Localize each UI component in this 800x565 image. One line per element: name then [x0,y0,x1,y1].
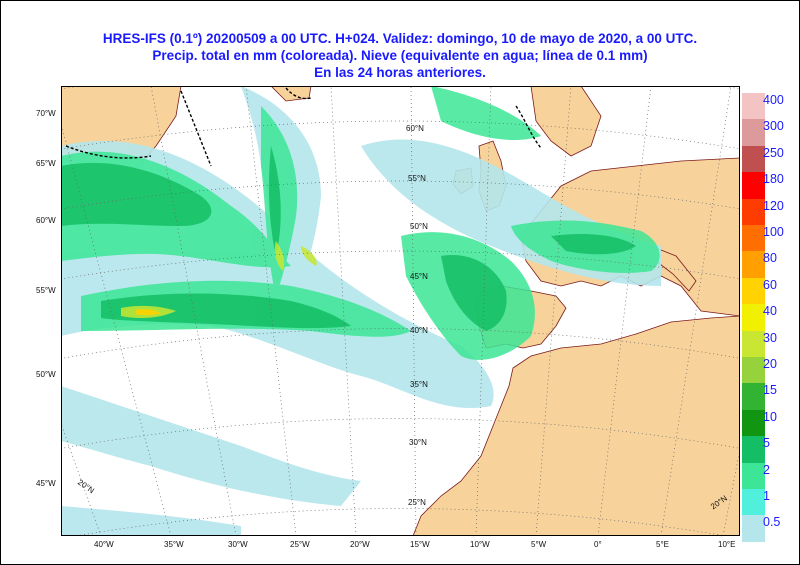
left-label-2: 60°W [36,216,56,225]
left-label-3: 55°W [36,286,56,295]
inner-label-3: 45°N [410,272,428,281]
bottom-label-9: 5°E [656,540,669,549]
title-line-1: HRES-IFS (0.1º) 20200509 a 00 UTC. H+024… [102,31,698,46]
legend-level-label: 300 [763,119,784,134]
legend-level-label: 400 [763,93,784,107]
bottom-label-2: 30°W [228,540,248,549]
legend-level-label: 80 [763,251,777,266]
legend-level-label: 10 [763,409,777,424]
bottom-label-5: 15°W [410,540,430,549]
bottom-label-7: 5°W [531,540,547,549]
legend-swatch [742,93,765,120]
legend-swatch [742,277,765,305]
legend-level-label: 5 [763,436,770,451]
bottom-label-6: 10°W [470,540,490,549]
legend-level-label: 180 [763,172,784,187]
legend-level-label: 1 [763,489,770,503]
precip-heavy [61,146,636,331]
legend-level-label: 30 [763,330,777,345]
legend-swatch [742,304,765,332]
precip-peak [136,309,161,316]
bottom-label-4: 20°W [350,540,370,549]
land-africa [412,315,740,536]
legend-level-label: 20 [763,357,777,371]
inner-label-4: 40°N [410,326,428,335]
legend-swatch [742,515,765,543]
legend-level-label: 100 [763,225,784,239]
legend-swatch [742,357,765,384]
inner-label-2: 50°N [410,222,428,231]
legend-swatch [742,225,765,252]
title-line-3: En las 24 horas anteriores. [314,65,486,80]
left-label-5: 45°W [36,479,56,488]
map-border [61,86,740,536]
legend-level-label: 0.5 [763,515,781,530]
precipitation-map [61,86,740,536]
legend-level-label: 2 [763,462,770,477]
legend-swatch [742,251,765,279]
legend-swatch [742,383,765,411]
legend-swatch [742,489,765,516]
legend-swatch [742,198,765,226]
inner-label-6: 30°N [409,438,427,447]
graticule [61,86,740,536]
inner-label-5: 35°N [410,380,428,389]
legend-level-label: 250 [763,145,784,160]
bottom-label-1: 35°W [164,540,184,549]
legend-level-label: 40 [763,304,777,319]
legend-level-label: 60 [763,277,777,292]
land-areas [61,86,740,536]
legend-level-label: 120 [763,198,784,213]
snow-lines [65,87,542,167]
inner-label-0: 60°N [406,124,424,133]
left-label-0: 70°W [36,109,56,118]
land-scandinavia [530,86,602,157]
legend-swatch [742,145,765,173]
precip-intense [121,241,317,319]
legend-swatch [742,330,765,358]
left-label-1: 65°W [36,159,56,168]
legend-swatch [742,409,765,437]
inner-label-7: 25°N [408,498,426,507]
inner-label-1: 55°N [408,174,426,183]
bottom-label-8: 0° [594,540,602,549]
legend-level-label: 15 [763,383,777,398]
bottom-label-10: 10°E [718,540,736,549]
title-line-2: Precip. total en mm (coloreada). Nieve (… [152,48,648,63]
legend-swatch [742,436,765,464]
legend-swatch [742,172,765,200]
bottom-label-3: 25°W [290,540,310,549]
legend-swatch [742,119,765,147]
legend-swatch [742,462,765,490]
left-label-4: 50°W [36,370,56,379]
bottom-label-0: 40°W [94,540,114,549]
